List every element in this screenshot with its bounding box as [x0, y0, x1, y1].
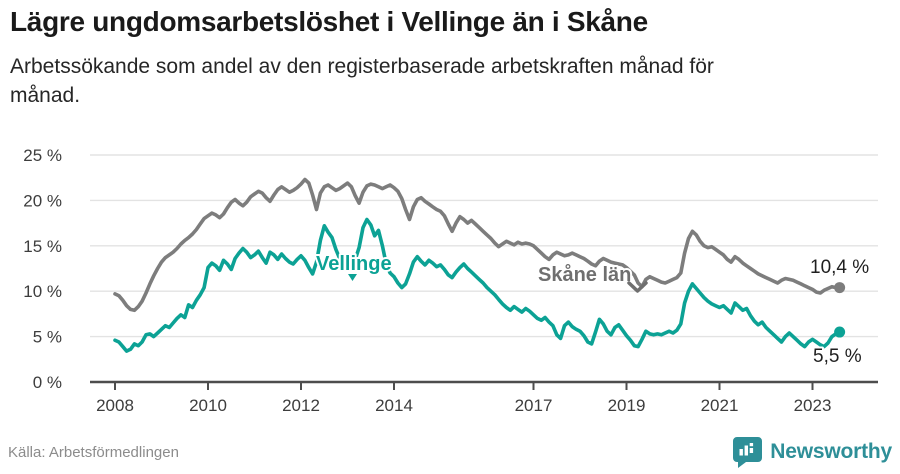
bar-3-dot: [749, 443, 754, 447]
x-tick-label: 2012: [282, 396, 320, 415]
bar-2: [744, 445, 749, 456]
y-tick-label: 25 %: [23, 146, 62, 165]
bar-1: [739, 449, 744, 456]
chart-canvas: 0 % 5 % 10 % 15 % 20 % 25 % 2008 2010 2012 2014 20…: [23, 146, 878, 415]
newsworthy-brand-link[interactable]: Newsworthy: [732, 436, 892, 468]
chart-subtitle: Arbetssökande som andel av den registerb…: [10, 55, 714, 107]
series-line-skane: [113, 177, 842, 313]
y-tick-label: 5 %: [33, 328, 62, 347]
x-tick-label: 2010: [189, 396, 227, 415]
y-tick-label: 15 %: [23, 237, 62, 256]
vellinge-pointer-icon: [348, 274, 357, 281]
header: Lägre ungdomsarbetslöshet i Vellinge än …: [10, 4, 890, 111]
vellinge-end-value-label: 5,5 %: [813, 346, 862, 367]
brand-wordmark: Newsworthy: [770, 440, 892, 463]
y-tick-label: 20 %: [23, 191, 62, 210]
skane-pointer-chevron-icon: [627, 281, 648, 293]
footer: Källa: Arbetsförmedlingen Newsworthy: [0, 430, 900, 474]
annotations-group: Vellinge Skåne län 10,4 % 5,5 %: [314, 251, 871, 369]
x-tick-label: 2021: [701, 396, 739, 415]
x-tick-label: 2017: [515, 396, 553, 415]
newsworthy-logo-icon: [733, 437, 763, 468]
bar-3: [749, 448, 754, 453]
page-title: Lägre ungdomsarbetslöshet i Vellinge än …: [10, 6, 648, 37]
y-tick-label: 10 %: [23, 282, 62, 301]
series-group: [113, 177, 846, 353]
y-tick-label: 0 %: [33, 373, 62, 392]
x-tick-label: 2023: [794, 396, 832, 415]
skane-series-label: Skåne län: [538, 263, 631, 286]
axes-group: 0 % 5 % 10 % 15 % 20 % 25 % 2008 2010 2012 2014 20…: [23, 146, 878, 415]
x-tick-label: 2014: [375, 396, 413, 415]
source-attribution: Källa: Arbetsförmedlingen: [8, 443, 179, 461]
line-chart: 0 % 5 % 10 % 15 % 20 % 25 % 2008 2010 2012 2014 20…: [0, 140, 900, 430]
series-end-dot-vellinge: [834, 326, 846, 338]
x-tick-label: 2008: [96, 396, 134, 415]
vellinge-series-label: Vellinge: [316, 253, 392, 275]
series-end-dot-skane: [834, 282, 846, 294]
series-line-vellinge: [113, 217, 842, 353]
x-tick-label: 2019: [608, 396, 646, 415]
skane-end-value-label: 10,4 %: [810, 257, 869, 278]
gridlines-group: [90, 154, 878, 338]
